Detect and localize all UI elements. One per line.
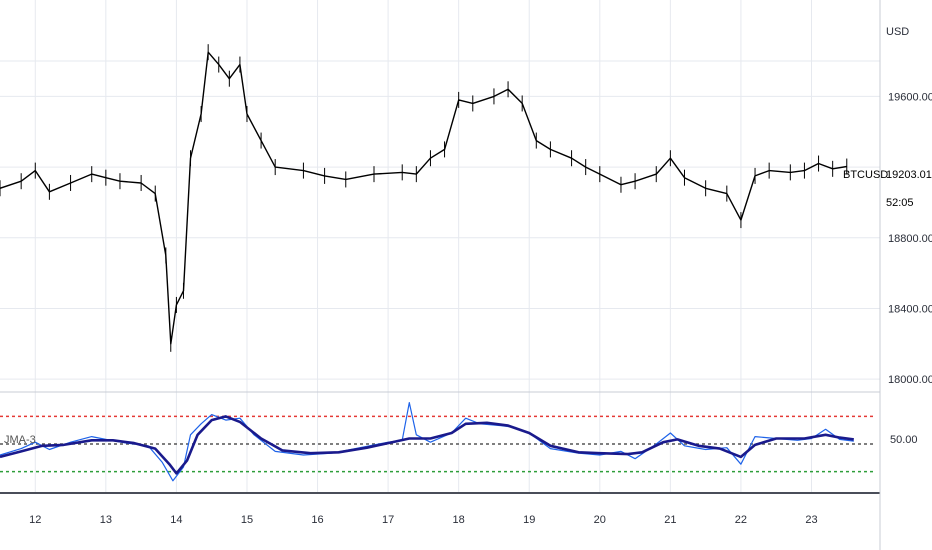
x-tick-label: 13 [100,514,112,526]
y-tick-label: 18800.00 [888,233,932,245]
x-tick-label: 21 [664,514,676,526]
symbol-tag[interactable]: BTCUSD [843,169,888,181]
price-series-line [0,51,847,345]
last-price-label: 19203.01 [886,169,932,181]
price-axis[interactable]: 19600.00 18800.00 18400.00 18000.00 [888,91,932,386]
x-tick-label: 19 [523,514,535,526]
x-tick-label: 23 [805,514,817,526]
grid-layer [0,0,880,493]
price-pane[interactable] [0,44,848,352]
time-axis[interactable]: 12 13 14 15 16 17 18 19 20 21 22 23 [29,514,817,526]
indicator-y-tick: 50.00 [890,434,918,446]
indicator-pane[interactable] [0,402,875,482]
indicator-label[interactable]: JMA-3 [4,434,36,446]
x-tick-label: 16 [311,514,323,526]
x-tick-label: 14 [170,514,182,526]
x-tick-label: 12 [29,514,41,526]
x-tick-label: 15 [241,514,253,526]
currency-label: USD [886,26,909,38]
x-tick-label: 17 [382,514,394,526]
x-tick-label: 18 [453,514,465,526]
y-tick-label: 18400.00 [888,303,932,315]
x-tick-label: 22 [735,514,747,526]
y-tick-label: 19600.00 [888,91,932,103]
countdown-label: 52:05 [886,197,914,209]
x-tick-label: 20 [594,514,606,526]
jma-slow-line [0,415,854,475]
y-tick-label: 18000.00 [888,374,932,386]
